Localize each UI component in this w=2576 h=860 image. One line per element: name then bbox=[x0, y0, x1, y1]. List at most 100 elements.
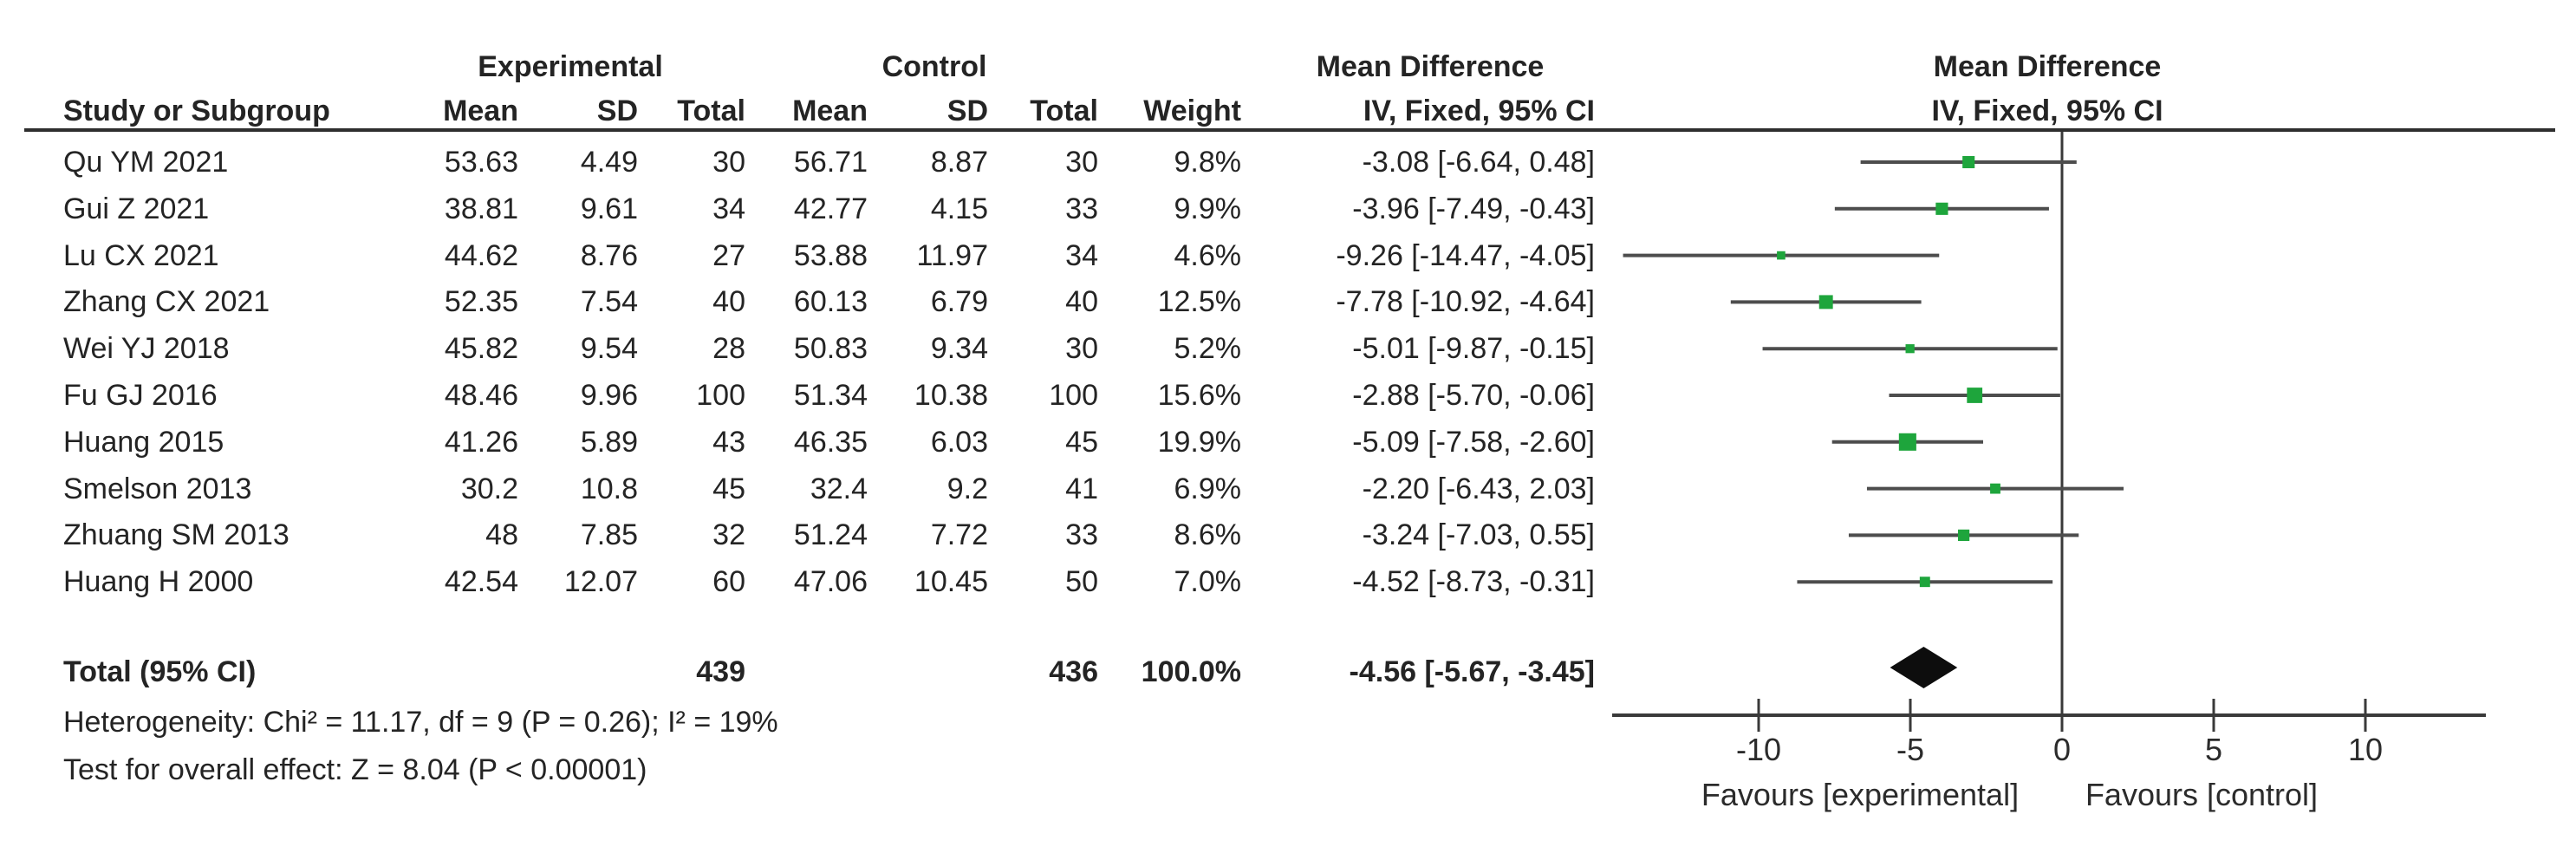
row-ctrl_total: 30 bbox=[1065, 332, 1098, 366]
row-exp_mean: 42.54 bbox=[444, 565, 518, 599]
row-exp_mean: 41.26 bbox=[444, 425, 518, 459]
effect-square bbox=[1990, 483, 2000, 494]
exp-mean-column-header: Mean bbox=[443, 94, 518, 127]
row-weight: 7.0% bbox=[1174, 565, 1242, 599]
row-ci_text: -5.09 [-7.58, -2.60] bbox=[1352, 425, 1595, 459]
row-exp_sd: 9.96 bbox=[580, 379, 638, 412]
row-exp_total: 30 bbox=[712, 146, 745, 179]
total-exp-n: 439 bbox=[696, 655, 745, 688]
mean-difference-text-header: Mean Difference bbox=[1316, 50, 1545, 83]
row-ci_text: -3.24 [-7.03, 0.55] bbox=[1362, 518, 1595, 552]
effect-square bbox=[1962, 155, 1975, 169]
row-ctrl_total: 33 bbox=[1065, 192, 1098, 225]
row-ctrl_sd: 4.15 bbox=[930, 192, 988, 225]
row-ctrl_mean: 51.34 bbox=[793, 379, 868, 412]
row-study: Qu YM 2021 bbox=[63, 146, 229, 179]
ctrl-mean-column-header: Mean bbox=[792, 94, 868, 127]
row-ci_text: -3.08 [-6.64, 0.48] bbox=[1362, 146, 1595, 179]
x-tick-label: -5 bbox=[1896, 732, 1925, 767]
favours-experimental-label: Favours [experimental] bbox=[1701, 777, 2020, 812]
overall-effect-note: Test for overall effect: Z = 8.04 (P < 0… bbox=[63, 753, 647, 786]
row-exp_sd: 7.85 bbox=[580, 518, 638, 552]
row-exp_mean: 45.82 bbox=[444, 332, 518, 366]
effect-square bbox=[1777, 251, 1786, 260]
study-column-header: Study or Subgroup bbox=[63, 94, 330, 127]
x-tick-label: 5 bbox=[2204, 732, 2223, 767]
row-exp_mean: 53.63 bbox=[444, 146, 518, 179]
row-ctrl_sd: 10.38 bbox=[914, 379, 988, 412]
row-ctrl_mean: 32.4 bbox=[810, 472, 868, 505]
row-study: Zhuang SM 2013 bbox=[63, 518, 289, 552]
exp-total-column-header: Total bbox=[677, 94, 745, 127]
row-exp_total: 28 bbox=[712, 332, 745, 366]
total-row-label: Total (95% CI) bbox=[63, 655, 257, 688]
row-study: Wei YJ 2018 bbox=[63, 332, 230, 366]
row-ctrl_mean: 42.77 bbox=[793, 192, 868, 225]
row-ctrl_mean: 50.83 bbox=[793, 332, 868, 366]
row-weight: 9.8% bbox=[1174, 146, 1242, 179]
x-tick-label: -10 bbox=[1735, 732, 1782, 767]
row-exp_total: 27 bbox=[712, 238, 745, 272]
row-ci_text: -9.26 [-14.47, -4.05] bbox=[1336, 238, 1595, 272]
row-ci_text: -2.20 [-6.43, 2.03] bbox=[1362, 472, 1595, 505]
row-exp_total: 60 bbox=[712, 565, 745, 599]
row-ctrl_sd: 6.79 bbox=[930, 285, 988, 319]
effect-square bbox=[1818, 295, 1833, 309]
row-exp_mean: 52.35 bbox=[444, 285, 518, 319]
row-weight: 9.9% bbox=[1174, 192, 1242, 225]
row-exp_total: 40 bbox=[712, 285, 745, 319]
effect-square bbox=[1905, 344, 1915, 354]
row-exp_mean: 48 bbox=[485, 518, 518, 552]
row-ctrl_sd: 10.45 bbox=[914, 565, 988, 599]
row-weight: 19.9% bbox=[1157, 425, 1241, 459]
row-ctrl_sd: 6.03 bbox=[930, 425, 988, 459]
row-ctrl_total: 33 bbox=[1065, 518, 1098, 552]
row-weight: 6.9% bbox=[1174, 472, 1242, 505]
row-ctrl_sd: 8.87 bbox=[930, 146, 988, 179]
mean-difference-plot-header: Mean Difference bbox=[1933, 50, 2162, 83]
total-weight: 100.0% bbox=[1141, 655, 1241, 688]
row-exp_total: 45 bbox=[712, 472, 745, 505]
row-exp_sd: 9.61 bbox=[580, 192, 638, 225]
favours-control-label: Favours [control] bbox=[2085, 777, 2319, 812]
row-ci_text: -3.96 [-7.49, -0.43] bbox=[1352, 192, 1595, 225]
row-exp_sd: 9.54 bbox=[580, 332, 638, 366]
row-ctrl_total: 50 bbox=[1065, 565, 1098, 599]
row-ctrl_mean: 47.06 bbox=[793, 565, 868, 599]
row-weight: 5.2% bbox=[1174, 332, 1242, 366]
row-ctrl_total: 30 bbox=[1065, 146, 1098, 179]
effect-square bbox=[1919, 577, 1930, 588]
row-ctrl_total: 40 bbox=[1065, 285, 1098, 319]
effect-square bbox=[1935, 202, 1948, 215]
effect-square bbox=[1958, 529, 1970, 541]
effect-square bbox=[1967, 388, 1983, 403]
row-ci_text: -2.88 [-5.70, -0.06] bbox=[1352, 379, 1595, 412]
row-exp_total: 32 bbox=[712, 518, 745, 552]
x-tick-label: 0 bbox=[2052, 732, 2072, 767]
row-exp_mean: 30.2 bbox=[460, 472, 518, 505]
row-exp_sd: 7.54 bbox=[580, 285, 638, 319]
row-ctrl_mean: 60.13 bbox=[793, 285, 868, 319]
total-ci-text: -4.56 [-5.67, -3.45] bbox=[1349, 655, 1595, 688]
row-ctrl_mean: 46.35 bbox=[793, 425, 868, 459]
row-ctrl_total: 45 bbox=[1065, 425, 1098, 459]
row-study: Huang 2015 bbox=[63, 425, 224, 459]
row-ctrl_sd: 11.97 bbox=[916, 238, 988, 272]
row-exp_total: 34 bbox=[712, 192, 745, 225]
row-study: Lu CX 2021 bbox=[63, 238, 219, 272]
header-rule bbox=[24, 128, 2555, 132]
row-study: Smelson 2013 bbox=[63, 472, 252, 505]
row-ctrl_sd: 7.72 bbox=[930, 518, 988, 552]
row-exp_sd: 12.07 bbox=[563, 565, 638, 599]
exp-sd-column-header: SD bbox=[596, 94, 638, 127]
row-ctrl_total: 100 bbox=[1049, 379, 1098, 412]
effect-square bbox=[1898, 433, 1916, 451]
row-weight: 15.6% bbox=[1157, 379, 1241, 412]
row-ci_text: -5.01 [-9.87, -0.15] bbox=[1352, 332, 1595, 366]
row-exp_sd: 8.76 bbox=[580, 238, 638, 272]
row-exp_sd: 10.8 bbox=[580, 472, 638, 505]
row-ctrl_mean: 56.71 bbox=[793, 146, 868, 179]
row-ctrl_sd: 9.2 bbox=[946, 472, 988, 505]
